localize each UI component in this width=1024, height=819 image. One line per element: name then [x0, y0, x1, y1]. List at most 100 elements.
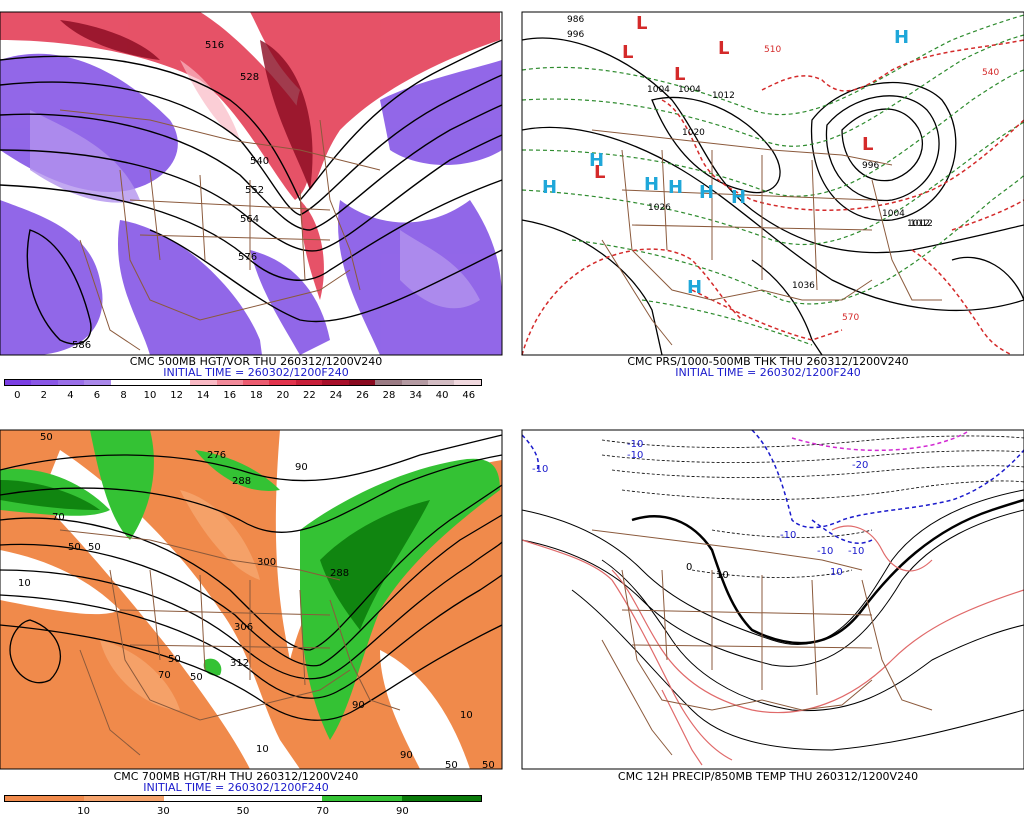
low-pressure-marker: L	[594, 162, 605, 183]
colorbar-swatch	[137, 380, 164, 385]
low-pressure-marker: L	[862, 134, 873, 155]
thickness-label: 540	[982, 68, 999, 78]
map-700mb-humidity: 276 288 300 306 312 288 50 70 50 50 10 9…	[0, 429, 503, 771]
panel-caption: CMC 12H PRECIP/850MB TEMP THU 260312/120…	[617, 770, 919, 783]
colorbar-tick-label: 22	[303, 390, 316, 401]
height-label: 306	[234, 622, 253, 633]
colorbar-tick-label: 10	[77, 806, 91, 817]
rh-label: 10	[18, 578, 31, 589]
vorticity-colorbar-ticks: 0 2 4 6 8 10 12 14 16 18 20 22 24 26 28 34 40 46	[4, 390, 482, 402]
temperature-label: 10	[716, 570, 729, 581]
contour-label: 586	[72, 340, 91, 351]
colorbar-swatch	[454, 380, 481, 385]
contour-label: 576	[238, 252, 257, 263]
colorbar-tick-label: 40	[435, 390, 449, 401]
pressure-label: 1004	[647, 85, 670, 95]
rh-label: 50	[445, 760, 458, 771]
rh-label: 70	[52, 512, 65, 523]
pressure-label: 996	[862, 161, 879, 171]
colorbar-swatch	[375, 380, 402, 385]
pressure-label: 1004	[882, 209, 905, 219]
colorbar-swatch	[348, 380, 376, 385]
pressure-label: 1012	[907, 219, 930, 229]
colorbar-tick-label: 6	[93, 390, 101, 401]
colorbar-swatch	[216, 380, 243, 385]
temperature-label: -10	[627, 450, 643, 461]
initial-time: INITIAL TIME = 260302/1200F240	[143, 781, 329, 794]
low-pressure-marker: L	[636, 13, 647, 34]
colorbar-swatch	[322, 796, 402, 801]
pressure-label: 1036	[792, 281, 815, 291]
colorbar-swatch	[5, 796, 85, 801]
panel-precip-850mb-temp: -10 -10 -10 -20 -10 -10 -10 10 0 10 CMC …	[512, 410, 1024, 819]
height-label: 288	[330, 568, 349, 579]
colorbar-swatch	[242, 380, 270, 385]
high-pressure-marker: H	[542, 177, 557, 198]
rh-label: 50	[168, 654, 181, 665]
height-label: 288	[232, 476, 251, 487]
pressure-label: 986	[567, 15, 584, 25]
thickness-label: 570	[842, 313, 859, 323]
panel-caption: CMC PRS/1000-500MB THK THU 260312/1200V2…	[627, 355, 909, 368]
initial-time: INITIAL TIME = 260302/1200F240	[163, 366, 349, 379]
colorbar-swatch	[401, 380, 428, 385]
rh-label: 50	[68, 542, 81, 553]
temperature-label: -10	[532, 464, 548, 475]
low-pressure-marker: L	[622, 42, 633, 63]
colorbar-tick-label: 18	[249, 390, 263, 401]
colorbar-tick-label: 14	[196, 390, 210, 401]
rh-label: 70	[158, 670, 171, 681]
humidity-colorbar-ticks: 10 30 50 70 90	[4, 806, 482, 818]
high-pressure-marker: H	[644, 174, 659, 195]
colorbar-tick-label: 50	[236, 806, 250, 817]
rh-label: 90	[352, 700, 365, 711]
map-500mb-vorticity: 516 528 540 552 564 576 586	[0, 11, 503, 356]
map-pressure-thickness: H H H H H H H H L L L L L L 986 996 1004…	[521, 11, 1024, 356]
colorbar-swatch	[242, 796, 323, 801]
colorbar-swatch	[5, 380, 32, 385]
colorbar-tick-label: 24	[329, 390, 343, 401]
high-pressure-marker: H	[668, 177, 683, 198]
colorbar-swatch	[31, 380, 58, 385]
temperature-label: -10	[848, 546, 864, 557]
panel-caption: CMC 500MB HGT/VOR THU 260312/1200V240	[129, 355, 383, 368]
pressure-label: 1026	[648, 203, 671, 213]
temperature-label: 10	[830, 567, 843, 578]
thickness-label: 510	[764, 45, 781, 55]
colorbar-tick-label: 28	[382, 390, 396, 401]
pressure-label: 1012	[712, 91, 735, 101]
height-label: 276	[207, 450, 226, 461]
colorbar-swatch	[84, 380, 111, 385]
panel-caption: CMC 700MB HGT/RH THU 260312/1200V240	[113, 770, 359, 783]
rh-label: 50	[40, 432, 53, 443]
height-label: 300	[257, 557, 276, 568]
colorbar-tick-label: 34	[409, 390, 422, 401]
contour-label: 552	[245, 185, 264, 196]
colorbar-tick-label: 2	[40, 390, 48, 401]
colorbar-tick-label: 30	[156, 806, 170, 817]
colorbar-tick-label: 46	[462, 390, 476, 401]
rh-label: 90	[295, 462, 308, 473]
low-pressure-marker: L	[718, 38, 729, 59]
colorbar-swatch	[57, 380, 85, 385]
colorbar-tick-label: 0	[14, 390, 21, 401]
vorticity-colorbar	[4, 379, 482, 386]
colorbar-tick-label: 12	[170, 390, 183, 401]
contour-label: 528	[240, 72, 259, 83]
rh-label: 50	[482, 760, 495, 771]
map-precip-temperature: -10 -10 -10 -20 -10 -10 -10 10 0 10	[521, 429, 1024, 770]
colorbar-tick-label: 4	[67, 390, 74, 401]
colorbar-tick-label: 10	[143, 390, 157, 401]
high-pressure-marker: H	[589, 150, 604, 171]
contour-label: 540	[250, 156, 269, 167]
rh-label: 50	[190, 672, 203, 683]
colorbar-swatch	[401, 796, 481, 801]
colorbar-swatch	[110, 380, 138, 385]
high-pressure-marker: H	[894, 27, 909, 48]
pressure-label: 1012	[910, 219, 933, 229]
colorbar-swatch	[190, 380, 217, 385]
humidity-colorbar	[4, 795, 482, 802]
temperature-label: -10	[817, 546, 833, 557]
rh-label: 10	[256, 744, 269, 755]
temperature-label: -20	[852, 460, 868, 471]
